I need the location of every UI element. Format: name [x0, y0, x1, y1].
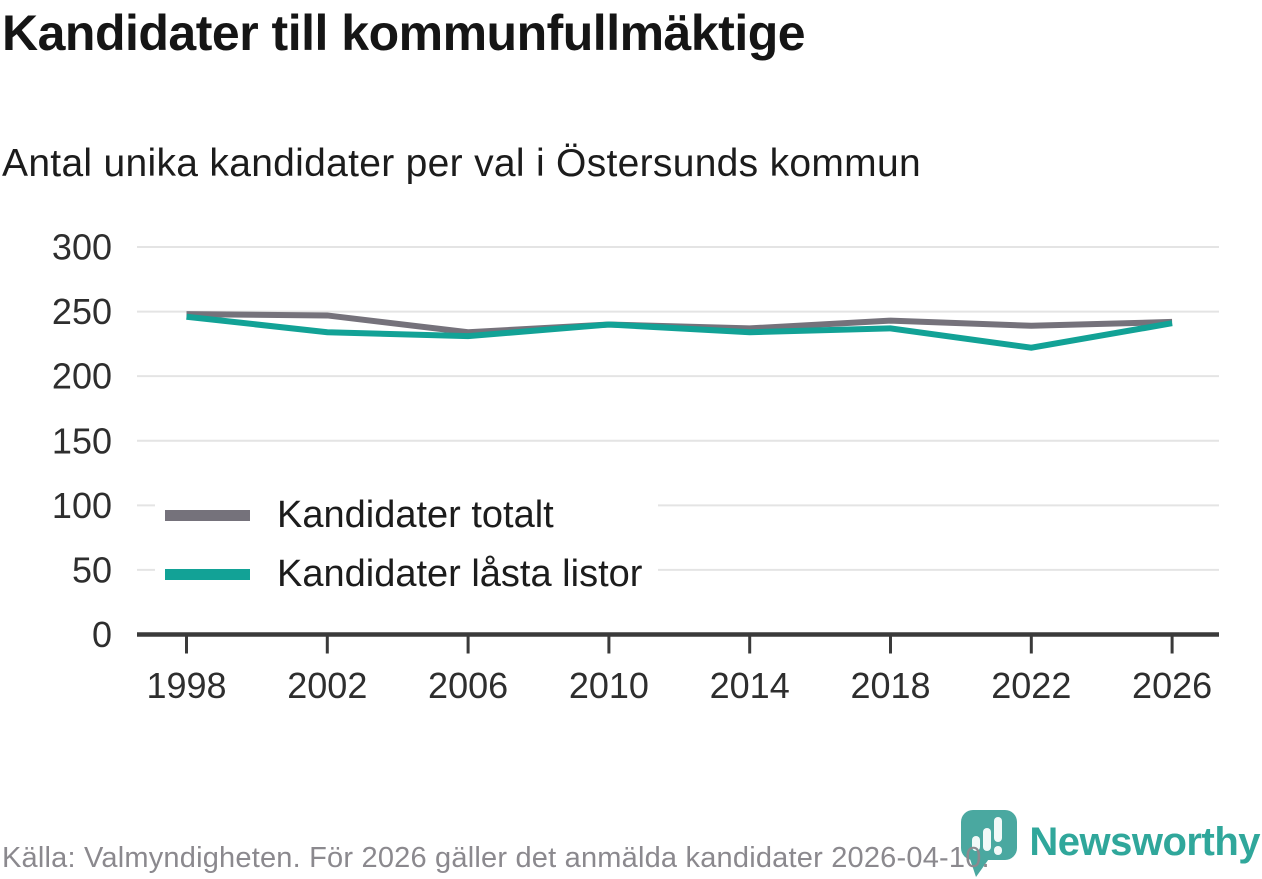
- x-tick-label: 2010: [569, 665, 649, 706]
- series-line-kandidater-l-sta-listor: [186, 313, 1173, 351]
- x-tick-label: 2026: [1132, 665, 1212, 706]
- x-tick-label: 2014: [710, 665, 790, 706]
- chart-title: Kandidater till kommunfullmäktige: [2, 5, 806, 61]
- legend-label: Kandidater låsta listor: [277, 552, 643, 595]
- newsworthy-branding: Newsworthy: [959, 806, 1260, 878]
- x-tick-label: 2002: [287, 665, 367, 706]
- x-tick-label: 1998: [146, 665, 226, 706]
- x-tick-label: 2018: [850, 665, 930, 706]
- legend-item-kandidater-totalt: Kandidater totalt: [155, 490, 659, 540]
- source-note: Källa: Valmyndigheten. För 2026 gäller d…: [2, 842, 990, 874]
- newsworthy-wordmark: Newsworthy: [1029, 819, 1260, 864]
- legend: Kandidater totalt Kandidater låsta listo…: [155, 490, 659, 599]
- y-tick-label: 250: [52, 291, 112, 332]
- y-tick-label: 100: [52, 485, 112, 526]
- chart-subtitle: Antal unika kandidater per val i Östersu…: [2, 142, 921, 185]
- legend-swatch-teal: [165, 568, 250, 580]
- y-tick-label: 150: [52, 420, 112, 461]
- y-tick-label: 0: [92, 614, 112, 655]
- y-tick-label: 200: [52, 356, 112, 397]
- legend-label: Kandidater totalt: [277, 493, 554, 536]
- y-tick-label: 50: [72, 549, 112, 590]
- legend-swatch-gray: [165, 509, 250, 521]
- x-tick-label: 2006: [428, 665, 508, 706]
- newsworthy-logo-icon: [961, 810, 1018, 877]
- legend-item-kandidater-lasta-listor: Kandidater låsta listor: [155, 549, 659, 599]
- x-tick-label: 2022: [991, 665, 1071, 706]
- y-tick-label: 300: [52, 227, 112, 268]
